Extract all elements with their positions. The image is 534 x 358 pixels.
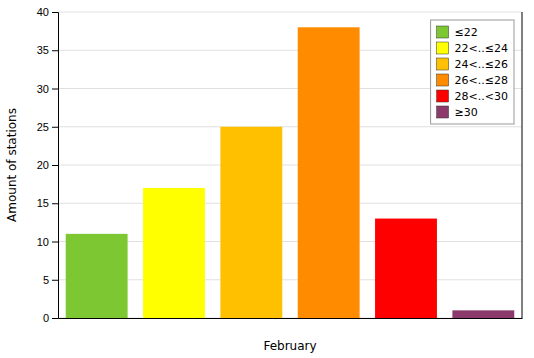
tick-label: 0: [43, 312, 49, 324]
tick: 30: [37, 83, 58, 95]
legend-item: ≥30: [437, 106, 478, 119]
tick: 35: [37, 44, 58, 56]
tick-mark: [52, 242, 58, 243]
grid-line: [58, 165, 522, 166]
frame: [522, 12, 523, 318]
legend-swatch: [437, 42, 449, 54]
x-axis-title: February: [263, 339, 316, 353]
tick: 20: [37, 159, 58, 171]
x-axis: [59, 318, 523, 319]
tick: 10: [37, 236, 58, 248]
legend-item: 26<..≤28: [437, 74, 508, 87]
plot: 0 5 10 15 20 25 30 35 40 ≤22 22<..≤24 24<..≤26 26<..…: [37, 6, 523, 324]
bar: [143, 188, 205, 318]
legend-label: 24<..≤26: [455, 58, 508, 71]
y-axis: 0 5 10 15 20 25 30 35 40: [37, 6, 59, 324]
tick-mark: [52, 89, 58, 90]
legend-item: 24<..≤26: [437, 58, 508, 71]
tick: 15: [37, 197, 58, 209]
grid-line: [58, 126, 522, 127]
chart: 0 5 10 15 20 25 30 35 40 ≤22 22<..≤24 24<..≤26 26<..…: [0, 0, 534, 358]
y-axis-title: Amount of stations: [5, 108, 19, 222]
tick-label: 10: [37, 236, 49, 248]
legend-label: 26<..≤28: [455, 74, 508, 87]
tick-label: 40: [37, 6, 49, 18]
legend-label: 28<..<30: [455, 90, 508, 103]
tick-label: 35: [37, 44, 49, 56]
bar: [220, 127, 282, 318]
tick-mark: [52, 50, 58, 51]
legend-swatch: [437, 90, 449, 102]
tick-mark: [52, 203, 58, 204]
tick-label: 5: [43, 274, 49, 286]
legend-swatch: [437, 74, 449, 86]
tick-mark: [52, 127, 58, 128]
tick-mark: [52, 165, 58, 166]
tick: 0: [43, 312, 58, 324]
axis-line: [59, 318, 523, 319]
bar: [66, 234, 128, 318]
legend-swatch: [437, 58, 449, 70]
legend-swatch: [437, 26, 449, 38]
axis-line: [52, 13, 59, 319]
legend: ≤22 22<..≤24 24<..≤26 26<..≤28 28<..<30 ≥30: [431, 20, 514, 124]
legend-item: 28<..<30: [437, 90, 508, 103]
legend-item: ≤22: [437, 26, 478, 39]
bar: [298, 27, 360, 318]
legend-label: ≤22: [455, 26, 478, 39]
tick-label: 30: [37, 83, 49, 95]
legend-label: 22<..≤24: [455, 42, 508, 55]
tick-label: 15: [37, 197, 49, 209]
tick: 25: [37, 121, 58, 133]
tick: 5: [43, 274, 58, 286]
grid-line: [58, 12, 522, 13]
legend-label: ≥30: [455, 106, 478, 119]
grid-line: [58, 203, 522, 204]
tick-mark: [52, 280, 58, 281]
legend-swatch: [437, 106, 449, 118]
bar: [452, 310, 514, 318]
tick: 40: [37, 6, 58, 18]
grid: [58, 12, 522, 318]
tick-mark: [52, 12, 58, 13]
tick-label: 20: [37, 159, 49, 171]
legend-item: 22<..≤24: [437, 42, 508, 55]
legend-box: [431, 20, 514, 124]
tick-mark: [52, 318, 58, 319]
bar: [375, 219, 437, 318]
tick-label: 25: [37, 121, 49, 133]
